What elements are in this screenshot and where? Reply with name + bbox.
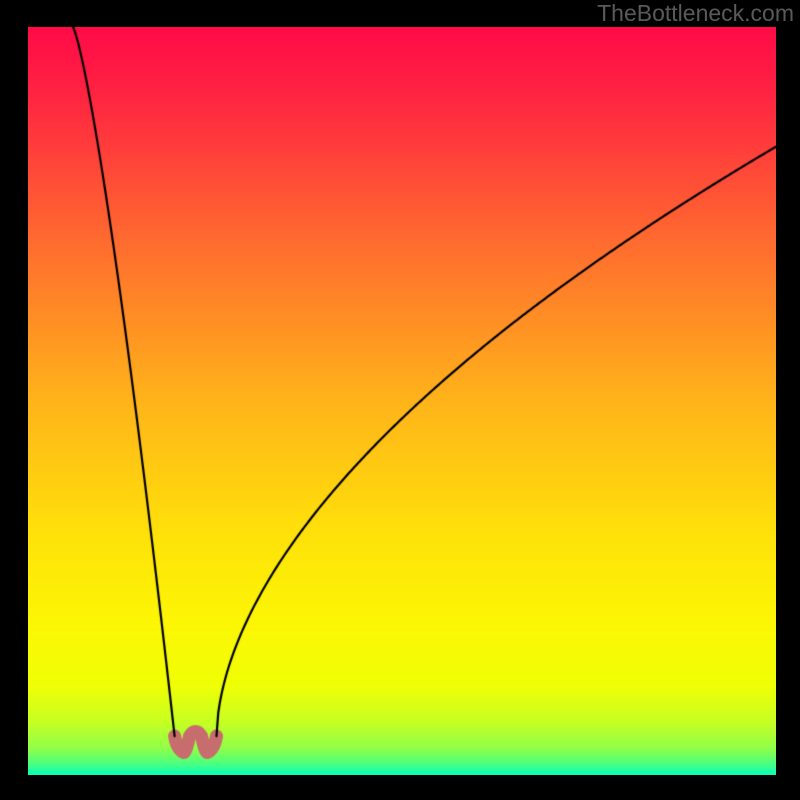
plot-area	[28, 27, 776, 775]
watermark-text: TheBottleneck.com	[597, 0, 794, 27]
plot-canvas	[28, 27, 776, 775]
chart-stage: TheBottleneck.com	[0, 0, 800, 800]
